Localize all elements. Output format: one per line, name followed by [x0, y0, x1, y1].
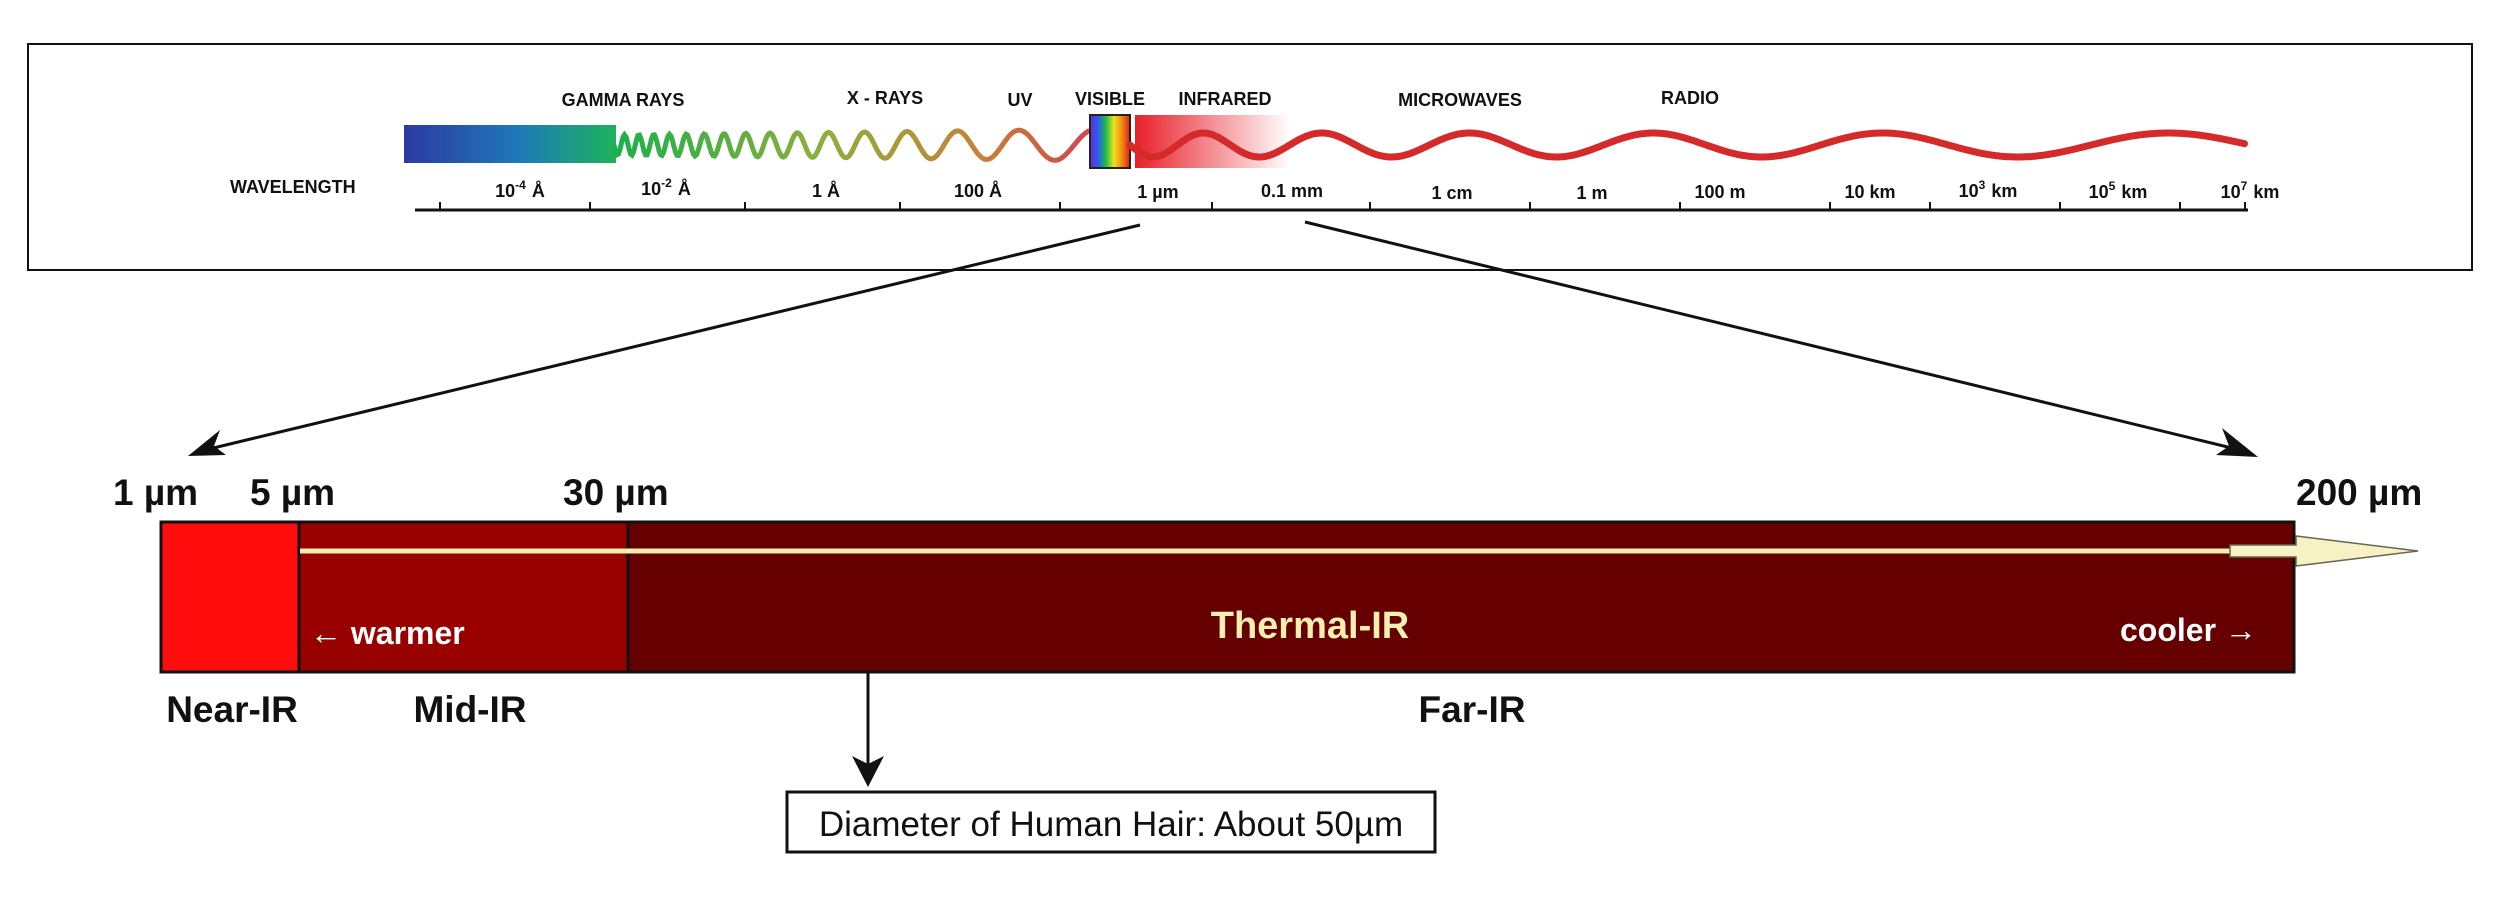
gamma-ray-bar [404, 125, 616, 163]
boundary-label-5um: 5 µm [250, 472, 335, 513]
hair-note-text: Diameter of Human Hair: About 50µm [819, 805, 1403, 844]
tick-label-1-cm: 1 cm [1431, 183, 1472, 203]
band-label-microwaves: MICROWAVES [1398, 90, 1522, 110]
boundary-label-200um: 200 µm [2296, 472, 2422, 513]
thermal-ir-arrowhead-icon [2229, 535, 2419, 567]
hair-note-box [785, 790, 1437, 854]
mid-ir-segment [297, 520, 630, 674]
tick-label-1-micron: 1 µm [1137, 182, 1178, 202]
wavelength-label: WAVELENGTH [230, 177, 356, 197]
zoom-arrow-right [1304, 220, 2241, 452]
tick-label-100-angstrom: 100 Å [954, 181, 1002, 201]
tick-label-100-m: 100 m [1694, 182, 1745, 202]
region-label-far-ir: Far-IR [1419, 689, 1526, 730]
region-label-mid-ir: Mid-IR [413, 689, 526, 730]
tick-label-1-angstrom: 1 Å [812, 181, 840, 201]
band-label-radio: RADIO [1661, 88, 1719, 108]
visible-band [1089, 114, 1131, 169]
infrared-glow [1135, 115, 1290, 168]
spectrum-wave-short [611, 127, 1091, 163]
near-ir-segment [159, 520, 301, 674]
boundary-label-30um: 30 µm [563, 472, 669, 513]
tick-label-1e7-km: 107 km [2221, 179, 2280, 202]
warmer-label: ← warmer [310, 615, 465, 651]
band-label-visible: VISIBLE [1075, 89, 1145, 109]
cooler-label: cooler → [2120, 612, 2257, 648]
far-ir-segment [626, 520, 2296, 674]
arrowhead-icon [852, 756, 884, 787]
tick-label-0-1-mm: 0.1 mm [1261, 181, 1323, 201]
spectrum-wave-long [1126, 129, 2248, 161]
region-label-near-ir: Near-IR [166, 689, 298, 730]
thermal-ir-label: Thermal-IR [1211, 605, 1409, 647]
band-label-gamma-rays: GAMMA RAYS [562, 90, 685, 110]
tick-label-10-km: 10 km [1844, 182, 1895, 202]
wavelength-ticks [439, 202, 2246, 210]
zoom-arrow-left [204, 223, 1141, 452]
band-label-infrared: INFRARED [1179, 89, 1272, 109]
tick-label-1-m: 1 m [1576, 183, 1607, 203]
tick-label-1e5-km: 105 km [2089, 179, 2148, 202]
tick-label-1e-4-angstrom: 10-4 Å [495, 178, 545, 201]
tick-label-1e3-km: 103 km [1959, 178, 2018, 201]
tick-label-1e-2-angstrom: 10-2 Å [641, 176, 691, 199]
band-label-x-rays: X - RAYS [847, 88, 923, 108]
boundary-label-1um: 1 µm [113, 472, 198, 513]
arrowhead-icon [2216, 428, 2258, 457]
band-label-uv: UV [1007, 90, 1032, 110]
arrowhead-icon [188, 430, 226, 456]
